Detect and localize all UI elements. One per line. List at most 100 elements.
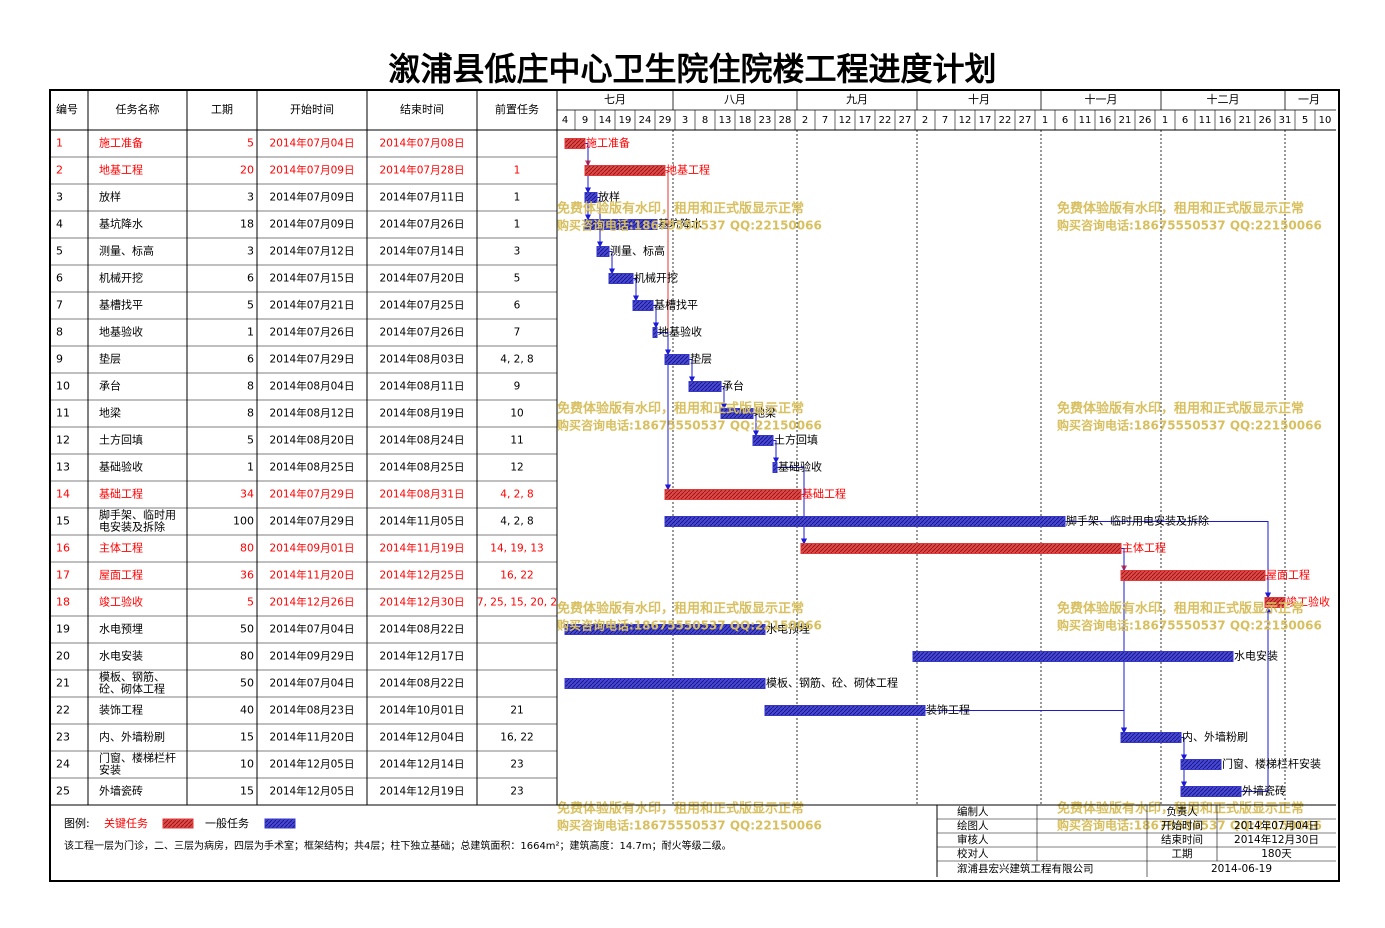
day-tick-label: 31 (1279, 115, 1292, 126)
gantt-bar-19[interactable] (564, 624, 766, 635)
day-tick-label: 4 (562, 115, 568, 126)
gantt-bar-10[interactable] (688, 381, 722, 392)
row-finish: 2014年08月11日 (380, 380, 465, 393)
gantt-bar-23[interactable] (1120, 732, 1182, 743)
row-id: 25 (56, 785, 70, 798)
row-task-name: 地基工程 (99, 164, 143, 177)
day-tick-label: 11 (1199, 115, 1212, 126)
day-tick-label: 2 (802, 115, 808, 126)
gantt-bar-15[interactable] (664, 516, 1066, 527)
bar-label: 基础验收 (778, 460, 822, 474)
gantt-bar-5[interactable] (596, 246, 610, 257)
dependency-link (689, 359, 695, 383)
day-tick-label: 3 (682, 115, 688, 126)
gantt-bar-1[interactable] (564, 138, 586, 149)
dependency-link (657, 332, 671, 491)
row-predecessors: 14, 19, 13 (490, 543, 543, 555)
bar-label: 脚手架、临时用电安装及拆除 (1066, 514, 1209, 528)
gantt-bar-9[interactable] (664, 354, 690, 365)
gantt-bar-18[interactable] (1264, 597, 1286, 608)
day-tick-label: 28 (779, 115, 792, 126)
row-duration: 15 (240, 731, 254, 744)
row-id: 4 (56, 218, 63, 231)
row-start: 2014年07月12日 (270, 245, 355, 258)
day-tick-label: 22 (879, 115, 892, 126)
watermark-text: 免费体验版有水印，租用和正式版显示正常 (557, 801, 804, 817)
info-right-value: 2014年07月04日 (1234, 819, 1319, 832)
day-tick-label: 21 (1239, 115, 1252, 126)
row-finish: 2014年07月14日 (380, 245, 465, 258)
bar-label: 垫层 (690, 352, 712, 366)
row-finish: 2014年12月19日 (380, 785, 465, 798)
gantt-bar-13[interactable] (772, 462, 778, 473)
row-task-name: 电安装及拆除 (99, 520, 165, 534)
bar-label: 测量、标高 (610, 244, 665, 258)
gantt-bar-17[interactable] (1120, 570, 1266, 581)
dependency-link (925, 710, 1127, 734)
gantt-bar-8[interactable] (652, 327, 658, 338)
legend-normal-label: 一般任务 (205, 817, 249, 830)
dependency-link (773, 440, 779, 464)
row-duration: 18 (240, 218, 254, 231)
info-right-label: 工期 (1172, 848, 1193, 860)
bar-label: 屋面工程 (1266, 569, 1310, 582)
row-id: 20 (56, 650, 70, 663)
dependency-link (753, 413, 759, 437)
row-task-name: 基坑降水 (99, 217, 143, 231)
watermark-text: 免费体验版有水印，租用和正式版显示正常 (557, 201, 804, 217)
watermark-text: 免费体验版有水印，租用和正式版显示正常 (1057, 401, 1304, 417)
row-start: 2014年08月20日 (270, 434, 355, 447)
row-finish: 2014年08月22日 (380, 677, 465, 690)
row-start: 2014年11月20日 (270, 731, 355, 744)
day-tick-label: 2 (922, 115, 928, 126)
row-duration: 10 (240, 758, 254, 771)
row-task-name: 施工准备 (99, 136, 143, 150)
gantt-bar-4[interactable] (584, 219, 658, 230)
gantt-bar-7[interactable] (632, 300, 654, 311)
row-start: 2014年12月05日 (270, 785, 355, 798)
row-task-name: 砼、砌体工程 (99, 682, 165, 696)
gantt-bar-6[interactable] (608, 273, 634, 284)
watermark-text: 免费体验版有水印，租用和正式版显示正常 (557, 401, 804, 417)
bar-label: 机械开挖 (634, 271, 678, 285)
gantt-bar-20[interactable] (912, 651, 1234, 662)
gantt-bar-3[interactable] (584, 192, 598, 203)
row-duration: 3 (247, 245, 254, 258)
row-start: 2014年07月04日 (270, 137, 355, 150)
row-finish: 2014年12月25日 (380, 569, 465, 582)
legend-normal-swatch (264, 818, 296, 829)
gantt-bar-12[interactable] (752, 435, 774, 446)
row-task-name: 地梁 (99, 406, 121, 420)
gantt-bar-22[interactable] (764, 705, 926, 716)
row-id: 12 (56, 434, 70, 447)
row-duration: 1 (247, 461, 254, 474)
day-tick-label: 11 (1079, 115, 1092, 126)
row-predecessors: 9 (514, 381, 521, 393)
row-id: 22 (56, 704, 70, 717)
row-finish: 2014年11月19日 (380, 542, 465, 555)
gantt-bar-25[interactable] (1180, 786, 1242, 797)
row-finish: 2014年07月08日 (380, 137, 465, 150)
row-task-name: 装饰工程 (99, 703, 143, 717)
gantt-bar-24[interactable] (1180, 759, 1222, 770)
gantt-bar-14[interactable] (664, 489, 802, 500)
gantt-bar-11[interactable] (720, 408, 754, 419)
row-id: 17 (56, 569, 70, 582)
dependency-link (721, 386, 727, 410)
dependency-link (633, 278, 639, 302)
info-date: 2014-06-19 (1211, 863, 1272, 875)
row-finish: 2014年08月03日 (380, 353, 465, 366)
gantt-bar-16[interactable] (800, 543, 1122, 554)
row-finish: 2014年08月24日 (380, 434, 465, 447)
gantt-bar-2[interactable] (584, 165, 666, 176)
row-duration: 6 (247, 272, 254, 285)
bar-label: 基础工程 (802, 488, 846, 501)
day-tick-label: 17 (979, 115, 992, 126)
day-tick-label: 9 (582, 115, 588, 126)
watermark-text: 购买咨询电话:18675550537 QQ:22150066 (1057, 818, 1322, 833)
day-tick-label: 7 (942, 115, 948, 126)
gantt-bar-21[interactable] (564, 678, 766, 689)
row-duration: 1 (247, 326, 254, 339)
bar-label: 主体工程 (1122, 541, 1166, 555)
row-start: 2014年08月04日 (270, 380, 355, 393)
